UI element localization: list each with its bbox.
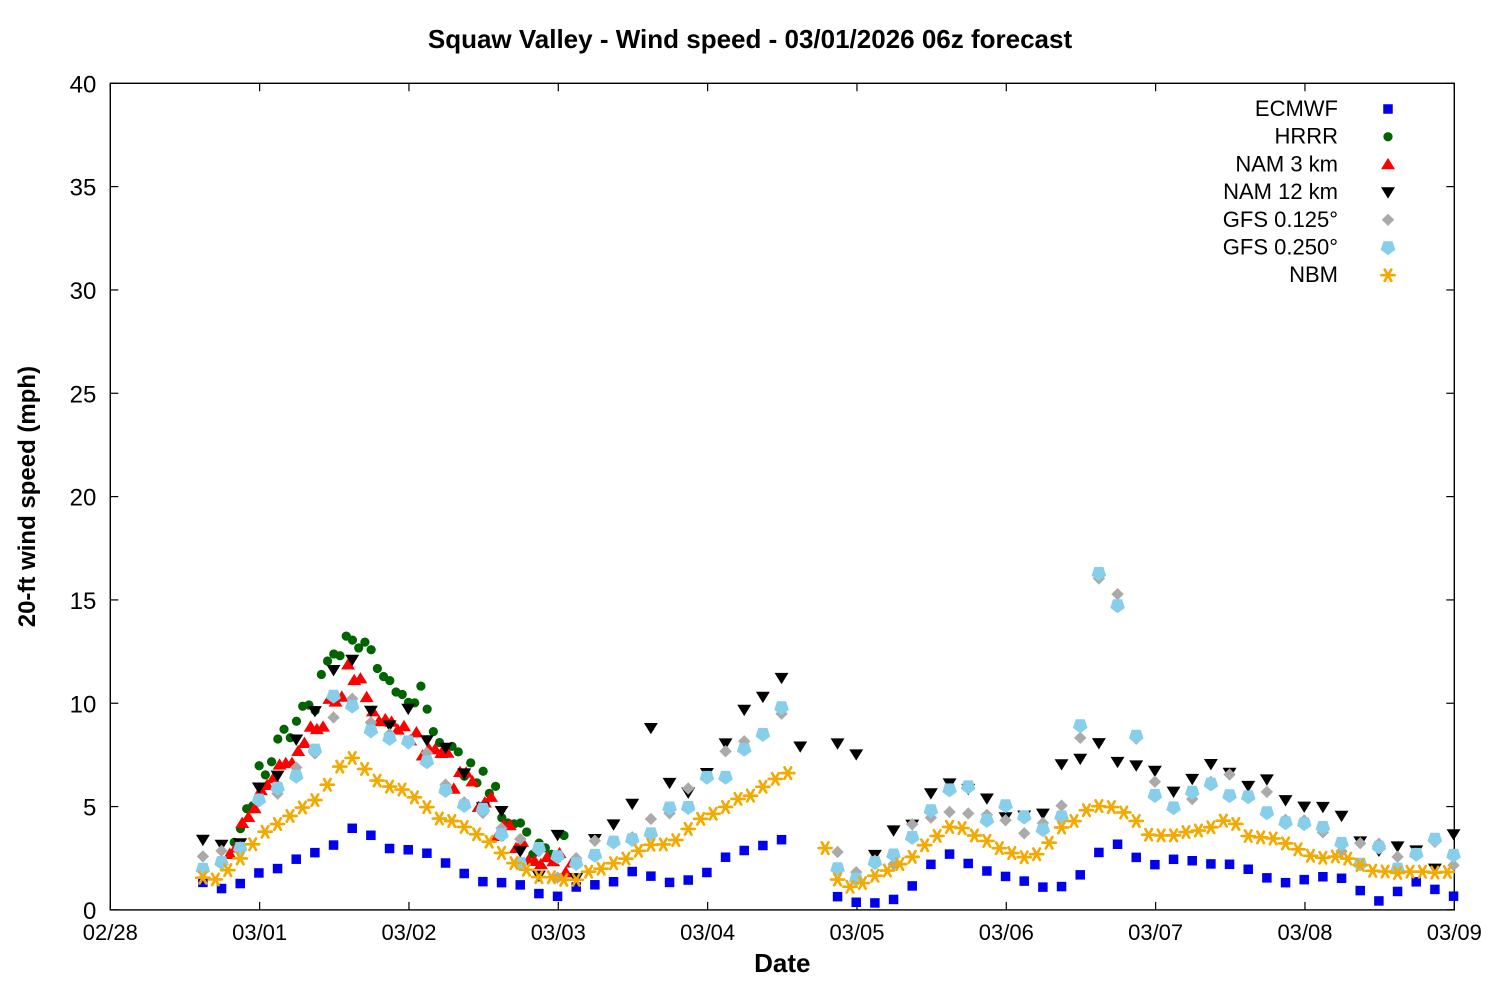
svg-text:HRRR: HRRR: [1274, 124, 1338, 149]
svg-text:25: 25: [70, 381, 97, 408]
svg-text:NBM: NBM: [1289, 262, 1338, 287]
svg-text:20: 20: [70, 485, 97, 512]
svg-text:03/09: 03/09: [1427, 920, 1482, 945]
svg-text:03/04: 03/04: [680, 920, 735, 945]
svg-text:GFS 0.250°: GFS 0.250°: [1223, 235, 1338, 260]
svg-text:03/01: 03/01: [232, 920, 287, 945]
svg-text:15: 15: [70, 588, 97, 615]
svg-text:03/03: 03/03: [531, 920, 586, 945]
svg-text:ECMWF: ECMWF: [1255, 96, 1338, 121]
svg-text:02/28: 02/28: [83, 920, 138, 945]
svg-text:5: 5: [83, 795, 96, 822]
svg-text:03/05: 03/05: [829, 920, 884, 945]
svg-text:03/07: 03/07: [1128, 920, 1183, 945]
svg-text:40: 40: [70, 71, 97, 98]
svg-text:GFS 0.125°: GFS 0.125°: [1223, 207, 1338, 232]
svg-text:03/02: 03/02: [381, 920, 436, 945]
svg-text:20-ft wind speed (mph): 20-ft wind speed (mph): [14, 366, 41, 627]
svg-text:35: 35: [70, 175, 97, 202]
svg-text:Date: Date: [754, 948, 810, 978]
svg-text:10: 10: [70, 691, 97, 718]
svg-text:03/06: 03/06: [979, 920, 1034, 945]
svg-text:NAM 3 km: NAM 3 km: [1235, 151, 1338, 176]
svg-text:Squaw Valley - Wind speed - 03: Squaw Valley - Wind speed - 03/01/2026 0…: [428, 24, 1073, 54]
svg-text:30: 30: [70, 278, 97, 305]
svg-text:NAM 12 km: NAM 12 km: [1223, 179, 1338, 204]
svg-text:03/08: 03/08: [1277, 920, 1332, 945]
